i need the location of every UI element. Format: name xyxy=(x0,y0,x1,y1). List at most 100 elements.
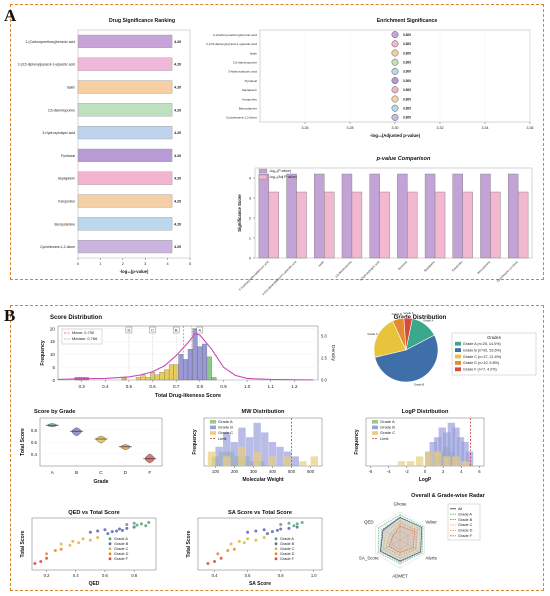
bar-value-label: 4.20 xyxy=(174,177,181,181)
legend-title: Grades xyxy=(487,335,501,340)
point-value-label: 3.300 xyxy=(403,70,411,74)
legend-label: Grade A xyxy=(114,537,128,541)
x-tick-label: 100 xyxy=(212,469,220,474)
x-category-label: Isatin xyxy=(317,260,325,268)
x-axis-label: -log₁₀(p-value) xyxy=(120,269,149,274)
scatter-point xyxy=(295,522,299,526)
legend-marker xyxy=(274,547,278,551)
x-axis-label: -log₁₀(Adjusted p-value) xyxy=(370,133,421,138)
y-tick-label: 2 xyxy=(249,217,251,221)
point-value-label: 3.300 xyxy=(403,116,411,120)
y-axis-label: Frequency xyxy=(40,340,46,366)
x-tick-label: 1.0 xyxy=(244,384,251,389)
y-tick-label: 0.8 xyxy=(31,428,38,433)
legend-swatch xyxy=(258,168,268,174)
x-tick-label: 3.32 xyxy=(437,126,444,130)
point-value-label: 3.300 xyxy=(403,33,411,37)
legend-label: Grade B xyxy=(114,542,129,546)
scatter-point xyxy=(125,526,129,530)
scatter-point xyxy=(300,521,304,525)
pie-slice-label: Grade B xyxy=(414,383,425,387)
radar-spoke xyxy=(375,525,401,541)
bar-category-label: 2-(Carboxymethoxy)benzoic acid xyxy=(25,40,75,44)
pie-slice xyxy=(374,334,439,383)
scatter-point xyxy=(103,528,107,532)
histogram-bar xyxy=(140,374,146,381)
x-axis-label: LogP xyxy=(419,477,432,483)
scatter-point xyxy=(71,539,75,543)
histogram-bar xyxy=(415,456,424,466)
radar-axis-label: ADMET xyxy=(392,574,408,579)
scatter-point xyxy=(96,536,100,539)
scatter-point xyxy=(135,523,139,527)
histogram-bar xyxy=(299,461,307,466)
score-by-grade-group: Score by Grade 0.4 0.6 0.8 A B C D F Grade Total S… xyxy=(20,409,163,485)
y-category-label: Sepiapterin xyxy=(242,88,258,92)
chart-title: Enrichment Significance xyxy=(377,18,438,24)
violin xyxy=(120,444,131,451)
density-tick-label: 2.5 xyxy=(321,356,327,361)
scatter-point xyxy=(88,530,92,534)
scatter-point xyxy=(120,528,124,532)
bar xyxy=(77,148,173,162)
legend-label: Grade F xyxy=(458,534,473,538)
bar xyxy=(77,103,173,117)
grade-marker-label: A xyxy=(198,328,201,333)
density-tick-label: 5.0 xyxy=(321,334,327,339)
scatter-point xyxy=(262,536,266,539)
radar-series xyxy=(385,522,418,556)
bar xyxy=(480,173,491,259)
bar-value-label: 4.20 xyxy=(174,200,181,204)
histogram-bar xyxy=(164,369,170,381)
x-tick-label: 0.6 xyxy=(149,384,156,389)
violin xyxy=(96,435,106,444)
plot-area xyxy=(197,517,323,571)
bar-value-label: 4.20 xyxy=(174,154,181,158)
histogram-bar xyxy=(465,451,474,466)
grade-marker-box xyxy=(172,326,180,334)
x-tick-label: 4 xyxy=(460,469,463,474)
enrichment-point xyxy=(391,104,399,112)
scatter-point xyxy=(216,552,220,556)
x-category-label: Ketoprofen xyxy=(451,260,464,273)
chart-title: p-value Comparison xyxy=(376,156,431,162)
histogram-bar xyxy=(443,432,451,466)
y-tick-label: 0 xyxy=(52,378,55,383)
chart-title: Score by Grade xyxy=(34,409,75,415)
histogram-bar xyxy=(223,432,231,466)
point-value-label: 3.300 xyxy=(403,42,411,46)
x-tick-label: 0 xyxy=(77,262,79,266)
y-tick-label: 0.6 xyxy=(31,440,38,445)
legend-marker xyxy=(274,542,278,546)
bar-category-label: Sepiapterin xyxy=(58,177,75,181)
y-category-label: 2-(Carboxymethoxy)benzoic acid xyxy=(213,33,257,37)
chart-title: LogP Distribution xyxy=(402,409,449,415)
histogram-bar xyxy=(245,437,254,466)
x-tick-label: 4 xyxy=(167,262,169,266)
chart-title: MW Distribution xyxy=(242,409,285,415)
density-curve xyxy=(57,333,314,381)
scatter-point xyxy=(287,526,291,530)
point-value-label: 3.300 xyxy=(403,107,411,111)
histogram-bar xyxy=(206,356,212,381)
x-tick-label: 1.2 xyxy=(291,384,298,389)
y-tick-label: 20 xyxy=(50,326,56,331)
drug-significance-group: Drug Significance Ranking 2-(Carboxymetho… xyxy=(18,18,191,274)
legend-label: Grade D xyxy=(114,552,129,556)
histogram-bar xyxy=(406,461,415,466)
x-axis-label: SA Score xyxy=(249,581,271,587)
histogram-bar xyxy=(452,427,460,466)
legend-marker xyxy=(274,557,278,561)
histogram-bar xyxy=(268,456,277,466)
legend-label: Grade A (n=25, 14.0%) xyxy=(463,342,501,346)
x-tick-label: A xyxy=(51,470,55,476)
histogram-bar xyxy=(283,456,292,466)
histogram-bar xyxy=(223,456,231,466)
radar-spoke xyxy=(399,525,425,541)
legend-marker xyxy=(274,552,278,556)
bar-category-label: Isatin xyxy=(67,86,75,90)
scatter-point xyxy=(53,549,57,552)
x-category-label: 2-(Carboxymethoxy)benzoic acid xyxy=(238,260,270,292)
legend-label: Grade B xyxy=(218,425,233,430)
legend-swatch xyxy=(372,431,378,435)
